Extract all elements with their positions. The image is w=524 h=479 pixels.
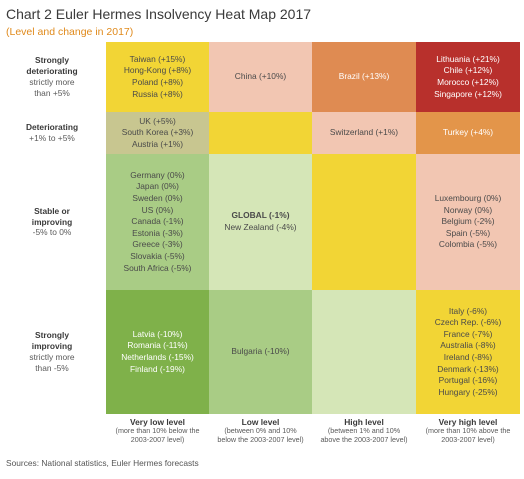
country-label: Morocco (+12%)	[437, 77, 499, 87]
column-label-title: Very high level	[438, 417, 498, 427]
row-label: Strongly deteriorating strictly more than +…	[0, 42, 104, 112]
heatmap-cell: Lithuania (+21%) Chile (+12%) Morocco (+12…	[416, 42, 520, 112]
country-label: Spain (-5%)	[445, 227, 491, 238]
country-label: Canada (-1%)	[131, 216, 184, 227]
heatmap-cell: GLOBAL (-1%) New Zealand (-4%)	[209, 154, 312, 290]
row-label-range: -5% to 0%	[32, 227, 72, 238]
heatmap-cell: Latvia (-10%) Romania (-11%) Netherlands (…	[106, 290, 209, 414]
row-label-title: improving	[31, 341, 73, 352]
heatmap-cell: Switzerland (+1%)	[312, 112, 416, 154]
country-label: South Korea (+3%)	[121, 127, 194, 138]
country-label: Hungary (-25%)	[438, 386, 498, 397]
country-label: New Zealand (-4%)	[224, 222, 297, 232]
country-label: France (-7%)	[443, 328, 493, 339]
country-label: Estonia (-3%)	[132, 227, 183, 238]
column-label: Low level (between 0% and 10% below the 20…	[209, 417, 312, 444]
row-label-range: than -5%	[35, 362, 69, 373]
country-label: Lithuania (+21%)	[436, 53, 500, 64]
row-label-range: strictly more	[29, 77, 75, 87]
heatmap-cell: Germany (0%) Japan (0%) Sweden (0%) US (0%)…	[106, 154, 209, 290]
country-label: Greece (-3%)	[132, 239, 183, 250]
country-label: Slovakia (-5%)	[130, 250, 185, 261]
column-label-desc: (between 0% and 10%	[224, 426, 297, 436]
country-label: South Africa (-5%)	[123, 262, 192, 273]
sources-note: Sources: National statistics, Euler Herm…	[6, 458, 199, 468]
chart-subtitle: (Level and change in 2017)	[6, 26, 134, 38]
country-label: Sweden (0%)	[132, 193, 183, 204]
country-label: Czech Rep. (-6%)	[434, 317, 502, 328]
country-label: Colombia (-5%)	[438, 239, 498, 250]
column-label: Very low level (more than 10% below the 20…	[106, 417, 209, 444]
heatmap-cell	[209, 112, 312, 154]
row-label-title: deteriorating	[26, 66, 78, 77]
heatmap-cell: Brazil (+13%)	[312, 42, 416, 112]
row-label-title: Stable or	[34, 205, 70, 216]
row-label-range: than +5%	[34, 87, 70, 98]
country-label: China (+10%)	[234, 71, 287, 82]
country-label: Netherlands (-15%)	[121, 352, 194, 362]
country-label: Poland (+8%)	[132, 77, 183, 87]
country-label: Finland (-19%)	[130, 363, 185, 374]
country-label: Australia (-8%)	[440, 340, 496, 351]
country-label: GLOBAL (-1%)	[231, 210, 290, 221]
country-label: Brazil (+13%)	[338, 71, 390, 82]
heatmap-grid: Taiwan (+15%) Hong-Kong (+8%) Poland (+8%)…	[106, 42, 520, 414]
country-label: Hong-Kong (+8%)	[123, 65, 192, 76]
heatmap-cell: China (+10%)	[209, 42, 312, 112]
country-label: Ireland (-8%)	[443, 352, 493, 362]
country-label: Italy (-6%)	[448, 305, 488, 316]
column-label-title: High level	[344, 417, 384, 427]
heatmap-cell	[312, 290, 416, 414]
row-label: Strongly improving strictly more than -5%	[0, 290, 104, 414]
column-label-desc: 2003-2007 level)	[441, 434, 495, 444]
country-label: Switzerland (+1%)	[329, 127, 399, 138]
heatmap-cell	[312, 154, 416, 290]
country-label: Latvia (-10%)	[132, 328, 183, 339]
column-label-desc: (more than 10% below the	[115, 426, 200, 436]
country-label: US (0%)	[141, 204, 174, 215]
country-label: Japan (0%)	[136, 181, 179, 192]
country-label: Norway (0%)	[443, 204, 493, 215]
country-label: Austria (+1%)	[132, 138, 183, 149]
column-label: Very high level (more than 10% above the 2…	[416, 417, 520, 444]
country-label: Russia (+8%)	[132, 88, 183, 99]
heatmap-cell: Bulgaria (-10%)	[209, 290, 312, 414]
column-label-desc: 2003-2007 level)	[130, 434, 185, 444]
row-label-range: strictly more	[29, 352, 75, 362]
column-label: High level (between 1% and 10% above the 2…	[312, 417, 416, 444]
country-label: Chile (+12%)	[443, 65, 493, 76]
heatmap-cell: Taiwan (+15%) Hong-Kong (+8%) Poland (+8%)…	[106, 42, 209, 112]
row-label: Stable or improving -5% to 0%	[0, 154, 104, 290]
row-label-title: Strongly	[35, 55, 69, 66]
country-label: Romania (-11%)	[127, 340, 188, 351]
column-label-title: Low level	[241, 417, 280, 427]
column-label-desc: above the 2003-2007 level)	[320, 434, 408, 444]
chart-title: Chart 2 Euler Hermes Insolvency Heat Map…	[6, 6, 312, 22]
country-label: Turkey (+4%)	[442, 127, 494, 138]
country-label: Bulgaria (-10%)	[231, 346, 290, 357]
heatmap-cell: Italy (-6%) Czech Rep. (-6%) France (-7%) A…	[416, 290, 520, 414]
column-label-desc: (more than 10% above the	[425, 426, 511, 436]
row-label-range: +1% to +5%	[29, 133, 75, 143]
country-label: Germany (0%)	[130, 169, 185, 180]
heatmap-cell: UK (+5%) South Korea (+3%) Austria (+1%)	[106, 112, 209, 154]
heatmap-cell: Luxembourg (0%) Norway (0%) Belgium (-2%) S…	[416, 154, 520, 290]
heatmap-cell: Turkey (+4%)	[416, 112, 520, 154]
row-label-title: Deteriorating	[25, 122, 79, 133]
country-label: Singapore (+12%)	[434, 88, 502, 99]
country-label: UK (+5%)	[139, 115, 176, 126]
row-label-title: improving	[31, 216, 73, 227]
row-label-title: Strongly	[35, 330, 69, 341]
country-label: Luxembourg (0%)	[434, 193, 502, 204]
country-label: Denmark (-13%)	[437, 363, 499, 374]
country-label: Belgium (-2%)	[441, 216, 495, 227]
column-label-desc: below the 2003-2007 level)	[217, 434, 304, 444]
country-label: Portugal (-16%)	[438, 375, 498, 386]
column-label-desc: (between 1% and 10%	[327, 426, 401, 436]
country-label: Taiwan (+15%)	[129, 53, 186, 64]
column-label-title: Very low level	[130, 417, 185, 427]
row-label: Deteriorating +1% to +5%	[0, 112, 104, 154]
